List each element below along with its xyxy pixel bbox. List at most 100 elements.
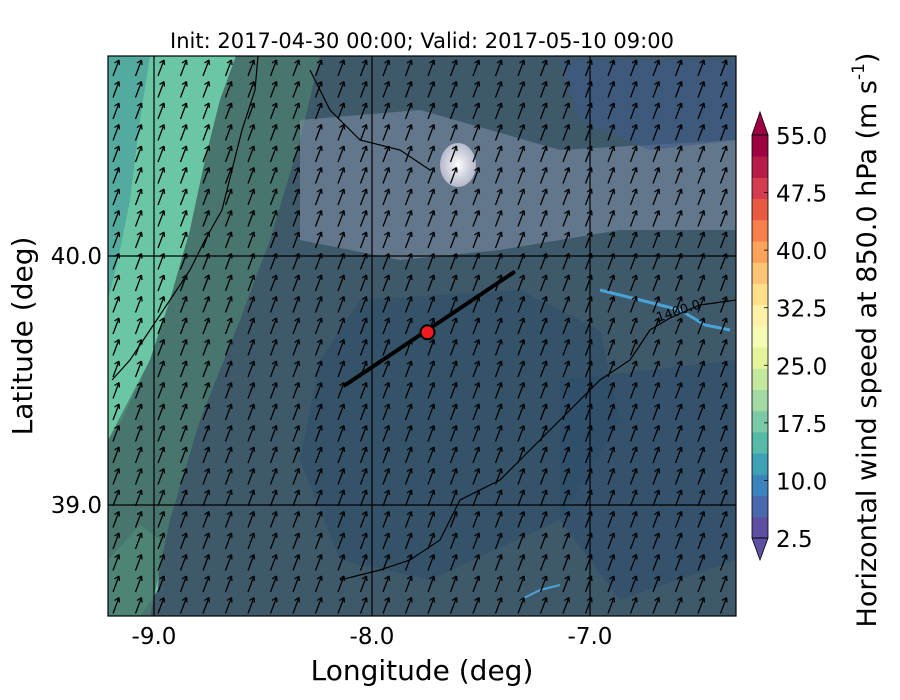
wind-arrow: [494, 575, 503, 593]
wind-arrow: [539, 510, 548, 528]
wind-arrow: [314, 59, 323, 77]
wind-arrow: [224, 209, 233, 227]
colorbar-label-text: Horizontal wind speed at 850.0 hPa (m s: [852, 80, 883, 627]
wind-arrow: [134, 403, 143, 421]
wind-arrow: [674, 360, 683, 378]
wind-arrow: [382, 575, 391, 593]
wind-arrow: [157, 424, 166, 442]
wind-arrow: [697, 59, 706, 77]
wind-arrow: [539, 446, 548, 464]
wind-arrow: [629, 381, 638, 399]
wind-arrow: [449, 446, 458, 464]
wind-arrow: [112, 295, 121, 313]
wind-arrow: [359, 209, 368, 227]
wind-arrow: [674, 403, 683, 421]
wind-arrow: [382, 145, 391, 163]
wind-arrow: [517, 59, 526, 77]
wind-arrow: [247, 596, 256, 614]
wind-arrow: [697, 596, 706, 614]
wind-arrow: [224, 188, 233, 206]
wind-arrow: [179, 145, 188, 163]
wind-arrow: [719, 231, 728, 249]
wind-arrow: [157, 145, 166, 163]
wind-arrow: [202, 295, 211, 313]
wind-arrow: [539, 166, 548, 184]
wind-arrow: [562, 489, 571, 507]
wind-arrow: [607, 231, 616, 249]
wind-arrow: [449, 209, 458, 227]
wind-arrow: [629, 209, 638, 227]
eastern-dark-area: [560, 360, 736, 600]
wind-arrow: [539, 489, 548, 507]
wind-arrow: [719, 532, 728, 550]
wind-arrow: [157, 338, 166, 356]
wind-arrow: [134, 510, 143, 528]
wind-arrow: [697, 123, 706, 141]
wind-arrow: [652, 532, 661, 550]
wind-arrow: [607, 403, 616, 421]
wind-arrow: [269, 274, 278, 292]
wind-arrow: [337, 403, 346, 421]
wind-arrow: [224, 80, 233, 98]
wind-arrow: [359, 188, 368, 206]
wind-arrow: [404, 188, 413, 206]
wind-arrow: [202, 553, 211, 571]
wind-arrow: [472, 424, 481, 442]
wind-arrow: [224, 59, 233, 77]
wind-arrow: [202, 188, 211, 206]
wind-arrow: [314, 510, 323, 528]
wind-arrow: [314, 575, 323, 593]
wind-arrow: [427, 553, 436, 571]
wind-arrow: [472, 231, 481, 249]
wind-arrow: [202, 317, 211, 335]
wind-arrow: [314, 102, 323, 120]
wind-arrow: [337, 145, 346, 163]
colorbar-under-arrow: [751, 537, 769, 562]
wind-arrow: [247, 510, 256, 528]
wind-arrow: [472, 59, 481, 77]
wind-arrow: [562, 381, 571, 399]
wind-arrow: [179, 403, 188, 421]
colorbar-segment: [752, 241, 768, 263]
wind-arrow: [382, 188, 391, 206]
wind-arrow: [179, 274, 188, 292]
wind-arrow: [494, 102, 503, 120]
wind-arrow: [652, 381, 661, 399]
wind-arrow: [134, 274, 143, 292]
wind-arrow: [697, 360, 706, 378]
wind-arrow: [427, 403, 436, 421]
wind-arrow: [517, 338, 526, 356]
wind-arrow: [359, 446, 368, 464]
wind-arrow: [337, 166, 346, 184]
wind-arrow: [539, 403, 548, 421]
x-axis-title: Longitude (deg): [311, 654, 534, 687]
wind-arrow: [719, 596, 728, 614]
wind-arrow: [607, 575, 616, 593]
wind-arrow: [472, 532, 481, 550]
wind-arrow: [382, 360, 391, 378]
colorbar-segment: [752, 325, 768, 348]
wind-arrow: [314, 338, 323, 356]
wind-arrow: [494, 446, 503, 464]
wind-arrow: [179, 123, 188, 141]
wind-arrow: [359, 166, 368, 184]
wind-arrow: [427, 102, 436, 120]
wind-arrow: [359, 338, 368, 356]
wind-arrow: [652, 360, 661, 378]
wind-arrow: [404, 317, 413, 335]
wind-arrow: [134, 80, 143, 98]
wind-arrow: [674, 381, 683, 399]
snow-patch: [440, 143, 476, 187]
wind-arrow: [562, 424, 571, 442]
wind-arrow: [359, 317, 368, 335]
wind-arrow: [472, 553, 481, 571]
wind-arrow: [652, 338, 661, 356]
wind-arrow: [224, 424, 233, 442]
wind-arrow: [427, 381, 436, 399]
wind-arrow: [269, 424, 278, 442]
wind-arrow: [292, 145, 301, 163]
wind-arrow: [224, 274, 233, 292]
wind-arrow: [607, 145, 616, 163]
wind-arrow: [607, 489, 616, 507]
wind-arrow: [157, 381, 166, 399]
